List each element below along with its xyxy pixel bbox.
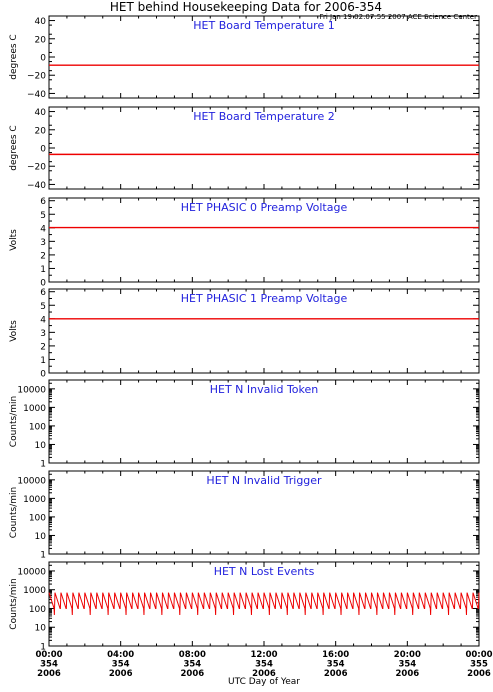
y-axis-label: Counts/min (9, 578, 19, 629)
y-tick-label: 4 (40, 224, 46, 234)
y-tick-label: 6 (40, 288, 46, 298)
y-tick-label: 1 (40, 551, 46, 561)
y-tick-label: 10000 (17, 385, 46, 395)
y-tick-label: 0 (40, 54, 46, 64)
y-tick-label: 1 (40, 265, 46, 275)
y-axis-label: Counts/min (9, 396, 19, 447)
x-tick-label: 00:00 (465, 650, 492, 660)
y-axis-label: Volts (9, 320, 19, 342)
panel-title: HET Board Temperature 2 (193, 110, 334, 123)
x-tick-label: 2006 (37, 669, 61, 679)
x-axis-ticks: 00:00354200604:00354200608:00354200612:0… (35, 650, 492, 679)
y-tick-label: 10 (35, 532, 47, 542)
y-tick-label: 100 (29, 605, 46, 615)
y-tick-label: 0 (40, 279, 46, 289)
y-tick-label: 1000 (23, 404, 46, 414)
y-tick-label: −20 (27, 163, 46, 173)
x-tick-label: 2006 (324, 669, 348, 679)
y-tick-label: 20 (35, 35, 47, 45)
y-axis-label: Volts (9, 229, 19, 251)
y-tick-label: −40 (27, 181, 46, 191)
panel-title: HET N Invalid Trigger (206, 474, 322, 487)
y-tick-label: 0 (40, 145, 46, 155)
panel-title: HET PHASIC 1 Preamp Voltage (181, 292, 348, 305)
y-axis-label: Counts/min (9, 487, 19, 538)
x-tick-label: 2006 (395, 669, 419, 679)
x-tick-label: 04:00 (107, 650, 134, 660)
y-tick-label: 3 (40, 238, 46, 248)
x-tick-label: 12:00 (250, 650, 277, 660)
y-tick-label: 10000 (17, 567, 46, 577)
x-tick-label: 354 (398, 660, 416, 670)
y-tick-label: 5 (40, 302, 46, 312)
x-tick-label: 20:00 (394, 650, 421, 660)
y-tick-label: 100 (29, 422, 46, 432)
x-tick-label: 08:00 (179, 650, 206, 660)
y-axis-label: degrees C (9, 34, 19, 79)
x-tick-label: 354 (183, 660, 201, 670)
panel-title: HET Board Temperature 1 (193, 19, 334, 32)
x-axis-label: UTC Day of Year (228, 677, 300, 687)
panel-1: 40 20 0 −20 −40 degrees C HET Board Temperatur… (9, 15, 480, 100)
x-tick-label: 2006 (467, 669, 491, 679)
y-tick-label: −20 (27, 72, 46, 82)
y-tick-label: 40 (35, 17, 47, 27)
figure-title: HET behind Housekeeping Data for 2006-35… (110, 0, 382, 14)
y-tick-label: 5 (40, 211, 46, 221)
x-tick-label: 16:00 (322, 650, 349, 660)
y-tick-label: 20 (35, 126, 47, 136)
panel-3: 6 5 4 3 2 1 0 Volts HET PHASIC 0 Preamp Voltage (9, 197, 480, 289)
y-tick-label: 1 (40, 356, 46, 366)
panel-title: HET N Invalid Token (210, 383, 319, 396)
x-tick-label: 00:00 (35, 650, 62, 660)
y-tick-label: 3 (40, 329, 46, 339)
x-tick-label: 355 (470, 660, 488, 670)
series-line (48, 592, 480, 616)
panel-7: 10000 1000 100 10 1 Counts/min HET N Lost Even… (9, 561, 480, 653)
x-tick-label: 2006 (252, 669, 276, 679)
y-tick-label: 40 (35, 108, 47, 118)
figure-subtitle: Fri Jan 19 02:07:55 2007 ACE Science Cen… (319, 13, 477, 21)
y-tick-label: 1000 (23, 495, 46, 505)
y-tick-label: 6 (40, 197, 46, 207)
panel-2: 40 20 0 −20 −40 degrees C HET Board Temperatur… (9, 106, 480, 191)
y-tick-label: 1 (40, 460, 46, 470)
y-tick-label: 0 (40, 370, 46, 380)
y-tick-label: 2 (40, 251, 46, 261)
x-tick-label: 2006 (180, 669, 204, 679)
panel-5: 10000 1000 100 10 1 Counts/min HET N Invalid T… (9, 379, 480, 470)
x-tick-label: 354 (327, 660, 345, 670)
x-tick-label: 354 (40, 660, 58, 670)
y-tick-label: 1000 (23, 586, 46, 596)
y-axis-label: degrees C (9, 125, 19, 170)
panel-title: HET PHASIC 0 Preamp Voltage (181, 201, 348, 214)
y-tick-label: 4 (40, 315, 46, 325)
panel-6: 10000 1000 100 10 1 Counts/min HET N Invalid T… (9, 470, 480, 561)
x-tick-label: 354 (255, 660, 273, 670)
y-tick-label: 10 (35, 441, 47, 451)
panel-title: HET N Lost Events (214, 565, 315, 578)
x-tick-label: 354 (112, 660, 130, 670)
y-tick-label: 10000 (17, 476, 46, 486)
y-tick-label: 2 (40, 342, 46, 352)
y-tick-label: 10 (35, 624, 47, 634)
x-tick-label: 2006 (109, 669, 133, 679)
y-tick-label: −40 (27, 90, 46, 100)
y-tick-label: 100 (29, 513, 46, 523)
panel-4: 6 5 4 3 2 1 0 Volts HET PHASIC 1 Preamp Voltage (9, 288, 480, 380)
y-tick-label: 1 (40, 643, 46, 653)
